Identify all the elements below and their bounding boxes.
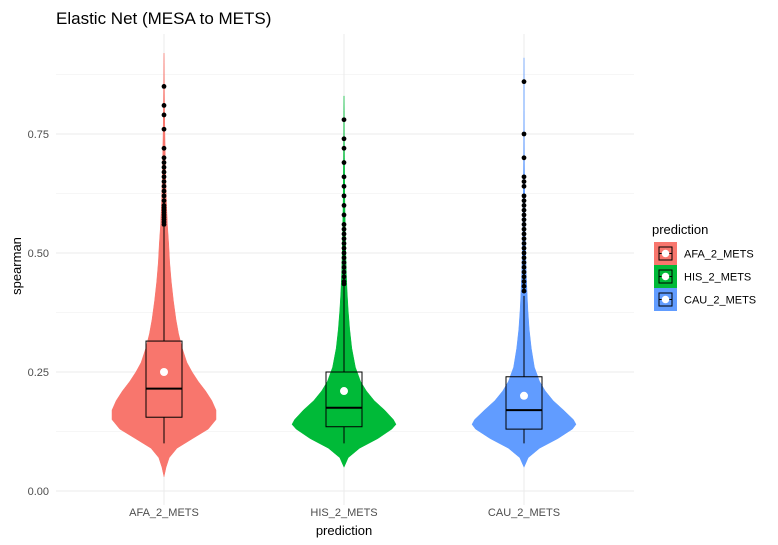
y-axis-ticks: 0.00 0.25 0.50 0.75 bbox=[28, 129, 49, 498]
x-tick-label: CAU_2_METS bbox=[488, 507, 560, 519]
outlier-point bbox=[521, 131, 527, 137]
outlier-point bbox=[521, 203, 527, 208]
legend-key bbox=[654, 242, 677, 265]
x-axis-ticks: AFA_2_METS HIS_2_METS CAU_2_METS bbox=[129, 507, 560, 519]
outlier-point bbox=[161, 84, 167, 89]
y-tick-label: 0.75 bbox=[28, 129, 49, 141]
outlier-point bbox=[161, 193, 167, 199]
outlier-point bbox=[521, 279, 527, 284]
box-iqr bbox=[325, 371, 363, 428]
legend: prediction AFA_2_METS HIS_2_METS CAU_2_MET… bbox=[652, 222, 756, 311]
legend-title: prediction bbox=[652, 222, 708, 237]
outlier-point bbox=[521, 255, 527, 261]
y-tick-label: 0.25 bbox=[28, 367, 49, 379]
legend-label: HIS_2_METS bbox=[684, 272, 751, 284]
legend-key-mean bbox=[661, 249, 670, 258]
violin-group bbox=[291, 95, 397, 468]
outlier-point bbox=[161, 145, 167, 151]
outlier-point bbox=[161, 160, 167, 165]
mean-point bbox=[160, 368, 168, 376]
outlier-point bbox=[161, 126, 167, 132]
y-axis-title: spearman bbox=[9, 237, 24, 295]
outlier-point bbox=[161, 155, 167, 161]
outlier-point bbox=[341, 203, 347, 208]
outlier-point bbox=[161, 169, 167, 175]
x-tick-label: AFA_2_METS bbox=[129, 507, 199, 519]
outlier-point bbox=[341, 193, 347, 199]
outlier-point bbox=[161, 103, 167, 108]
outlier-point bbox=[341, 222, 347, 227]
outlier-point bbox=[521, 222, 527, 227]
outlier-point bbox=[161, 198, 167, 204]
legend-label: AFA_2_METS bbox=[684, 249, 754, 261]
outlier-point bbox=[521, 241, 527, 246]
outlier-point bbox=[521, 79, 527, 85]
outlier-point bbox=[341, 264, 347, 270]
outlier-point bbox=[521, 174, 527, 180]
outlier-point bbox=[341, 269, 347, 275]
mean-point bbox=[520, 391, 528, 400]
legend-label: CAU_2_METS bbox=[684, 295, 756, 307]
violin-group bbox=[111, 53, 217, 477]
x-axis-title: prediction bbox=[316, 523, 372, 538]
y-tick-label: 0.50 bbox=[28, 248, 49, 260]
outlier-point bbox=[521, 198, 527, 204]
outlier-point bbox=[341, 183, 347, 189]
outlier-point bbox=[521, 207, 527, 213]
box-iqr bbox=[505, 376, 543, 430]
outlier-point bbox=[521, 288, 527, 294]
outlier-point bbox=[341, 136, 347, 142]
outlier-point bbox=[521, 212, 527, 218]
outlier-point bbox=[521, 260, 527, 265]
mean-point bbox=[340, 387, 348, 396]
legend-key bbox=[654, 265, 677, 288]
legend-key-mean bbox=[661, 272, 670, 281]
box-iqr bbox=[145, 340, 183, 418]
outlier-point bbox=[341, 212, 347, 218]
outlier-point bbox=[521, 236, 527, 242]
outlier-point bbox=[341, 281, 347, 287]
outlier-point bbox=[341, 236, 347, 242]
outlier-point bbox=[341, 160, 347, 165]
outlier-point bbox=[521, 264, 527, 270]
outlier-point bbox=[161, 179, 167, 185]
violin-group bbox=[471, 57, 577, 468]
outlier-point bbox=[341, 145, 347, 151]
outlier-point bbox=[341, 245, 347, 251]
outlier-point bbox=[341, 260, 347, 265]
outlier-point bbox=[341, 250, 347, 256]
outlier-point bbox=[521, 250, 527, 256]
outlier-point bbox=[161, 164, 167, 170]
outlier-point bbox=[521, 183, 527, 189]
outlier-point bbox=[161, 112, 167, 118]
outlier-point bbox=[161, 188, 167, 194]
outlier-point bbox=[161, 222, 167, 227]
outlier-point bbox=[521, 269, 527, 275]
outlier-point bbox=[521, 283, 527, 289]
outlier-point bbox=[521, 274, 527, 280]
outlier-point bbox=[341, 174, 347, 180]
legend-key bbox=[654, 288, 677, 311]
chart-title: Elastic Net (MESA to METS) bbox=[56, 9, 271, 28]
outlier-point bbox=[161, 174, 167, 180]
outlier-point bbox=[521, 155, 527, 161]
outlier-point bbox=[521, 179, 527, 185]
outlier-point bbox=[341, 231, 347, 237]
outlier-point bbox=[521, 217, 527, 223]
outlier-point bbox=[521, 245, 527, 251]
outlier-point bbox=[341, 117, 347, 123]
y-tick-label: 0.00 bbox=[28, 486, 49, 498]
outlier-point bbox=[161, 183, 167, 189]
x-tick-label: HIS_2_METS bbox=[310, 507, 377, 519]
outlier-point bbox=[521, 231, 527, 237]
outlier-point bbox=[341, 274, 347, 280]
outlier-point bbox=[521, 226, 527, 232]
violins bbox=[111, 53, 577, 477]
outlier-point bbox=[341, 226, 347, 232]
outlier-point bbox=[521, 193, 527, 199]
legend-key-mean bbox=[661, 295, 670, 304]
outlier-point bbox=[341, 241, 347, 246]
outlier-point bbox=[341, 255, 347, 261]
